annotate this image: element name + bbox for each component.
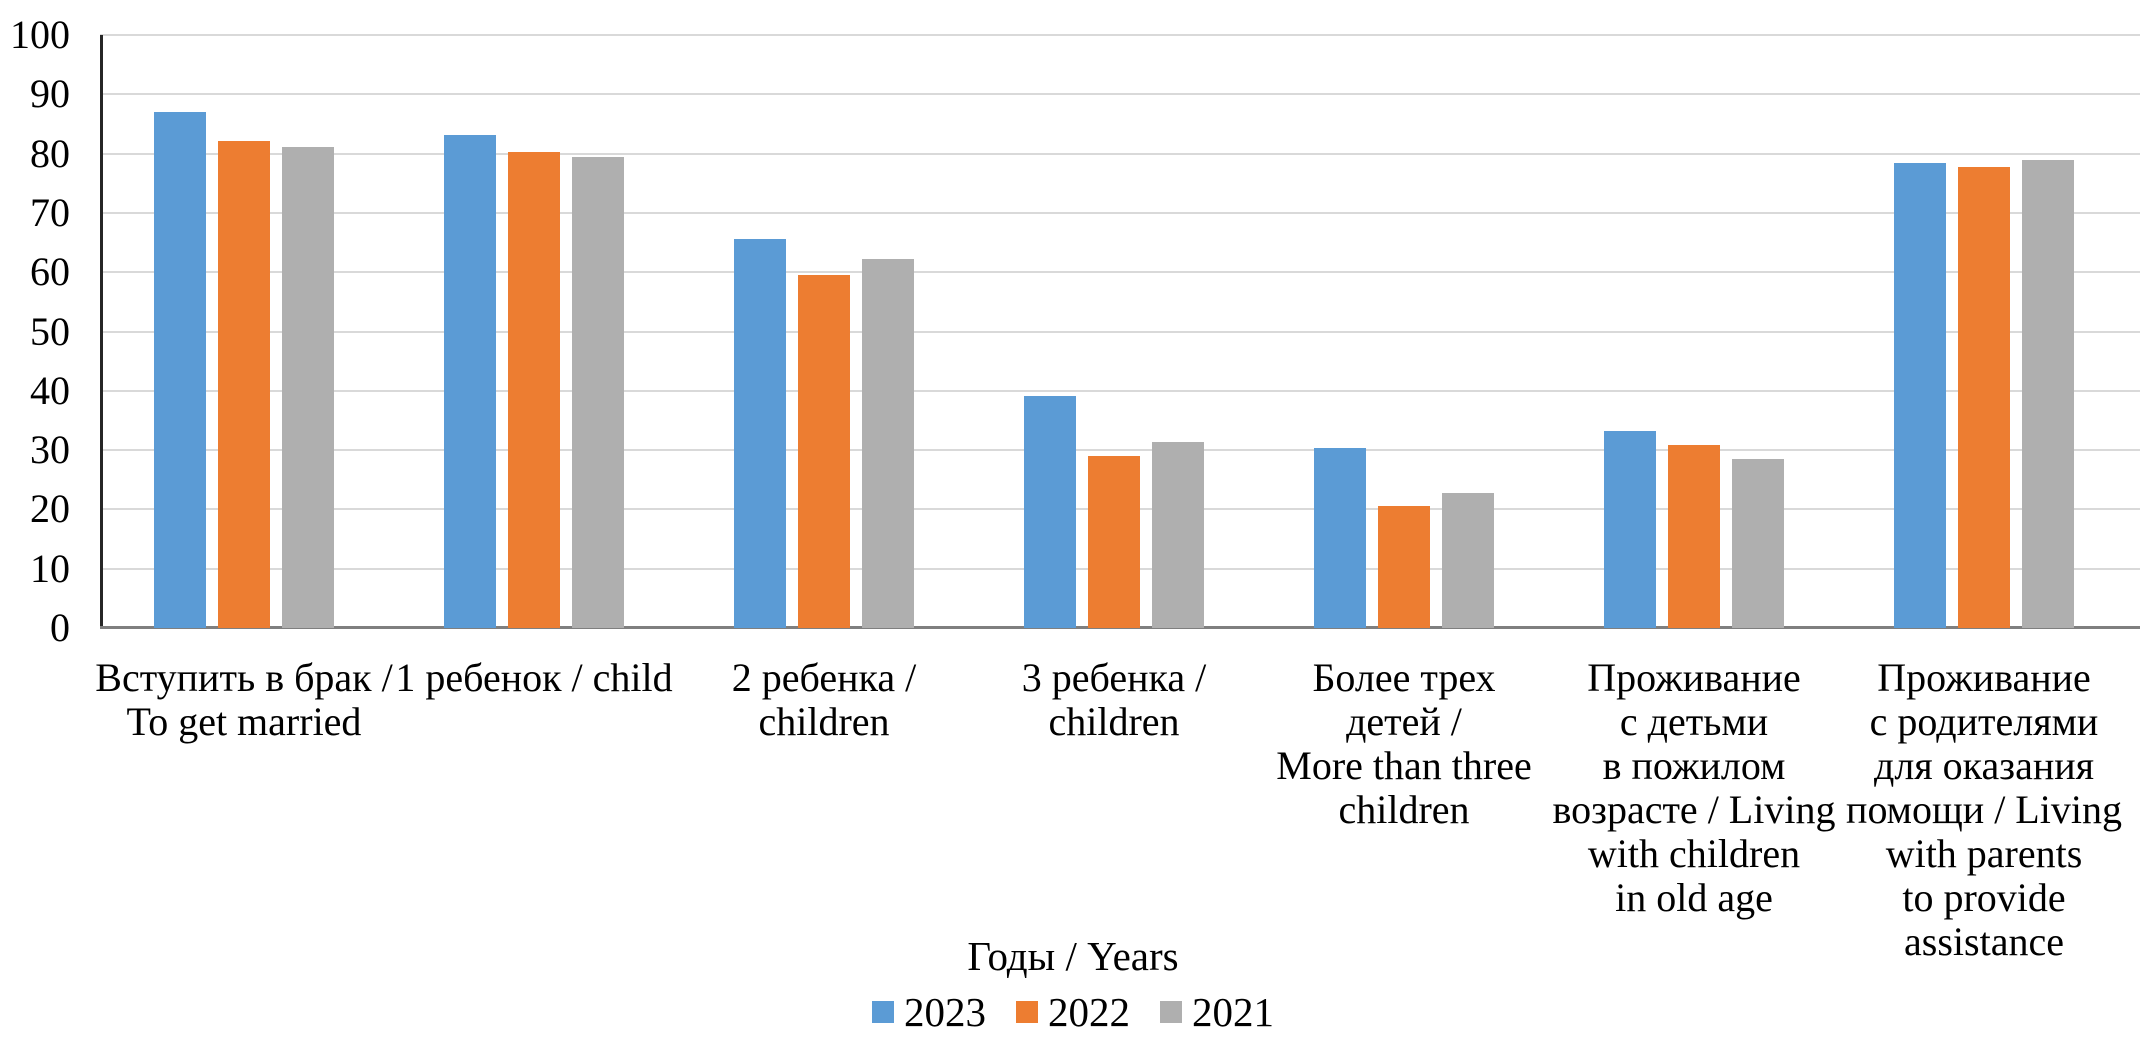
- y-tick-label: 20: [30, 486, 70, 532]
- legend-swatch-2021: [1160, 1001, 1182, 1023]
- bar-2021-group5: [1442, 493, 1494, 628]
- bar-2022-group3: [798, 274, 850, 628]
- bar-2021-group7: [2022, 159, 2074, 628]
- bar-2021-group6: [1732, 459, 1784, 628]
- gridline-70: [100, 211, 2140, 214]
- y-tick-label: 60: [30, 249, 70, 295]
- category-label: Проживание с родителями для оказания пом…: [1846, 655, 2122, 964]
- gridline-90: [100, 93, 2140, 96]
- y-tick-label: 70: [30, 189, 70, 235]
- bar-2021-group3: [862, 259, 914, 628]
- y-axis-line: [100, 35, 103, 628]
- bar-2021-group1: [282, 147, 334, 628]
- gridline-100: [100, 34, 2140, 36]
- bar-2022-group6: [1668, 445, 1720, 628]
- legend-swatch-2022: [1016, 1001, 1038, 1023]
- bar-2023-group4: [1024, 395, 1076, 628]
- legend-swatch-2023: [872, 1001, 894, 1023]
- legend-item-2022: 2022: [1016, 988, 1130, 1036]
- category-label: 2 ребенка / children: [731, 655, 917, 744]
- category-label: Вступить в брак / To get married: [95, 655, 393, 744]
- bar-2022-group4: [1088, 456, 1140, 628]
- legend-title: Годы / Years: [967, 933, 1179, 979]
- bar-2023-group1: [154, 112, 206, 628]
- gridline-60: [100, 271, 2140, 274]
- legend: 2023 2022 2021: [0, 988, 2146, 1036]
- bar-2023-group5: [1314, 447, 1366, 628]
- gridline-80: [100, 152, 2140, 155]
- plot-area: [100, 34, 2140, 629]
- bar-2021-group2: [572, 156, 624, 628]
- legend-item-2021: 2021: [1160, 988, 1274, 1036]
- y-tick-label: 30: [30, 427, 70, 473]
- bar-2023-group6: [1604, 430, 1656, 628]
- y-tick-label: 0: [50, 605, 70, 650]
- legend-item-2023: 2023: [872, 988, 986, 1036]
- gridline-50: [100, 330, 2140, 333]
- bar-2022-group5: [1378, 505, 1430, 628]
- y-tick-label: 50: [30, 308, 70, 354]
- legend-label: 2021: [1192, 989, 1274, 1035]
- category-label: 3 ребенка / children: [1021, 655, 1207, 744]
- y-tick-label: 100: [10, 12, 70, 57]
- bar-2023-group3: [734, 239, 786, 628]
- bar-2022-group1: [218, 141, 270, 628]
- y-tick-label: 80: [30, 130, 70, 176]
- category-label: Проживание с детьми в пожилом возрасте /…: [1552, 655, 1836, 920]
- y-tick-label: 90: [30, 71, 70, 117]
- legend-label: 2023: [904, 989, 986, 1035]
- category-label: Более трех детей / More than three child…: [1276, 655, 1532, 832]
- bar-2022-group2: [508, 151, 560, 628]
- bar-2023-group7: [1894, 163, 1946, 628]
- y-tick-label: 10: [30, 545, 70, 591]
- category-label: 1 ребенок / child: [395, 655, 673, 700]
- gridline-40: [100, 389, 2140, 392]
- bar-2021-group4: [1152, 441, 1204, 628]
- gridline-30: [100, 449, 2140, 452]
- bar-2023-group2: [444, 134, 496, 628]
- legend-label: 2022: [1048, 989, 1130, 1035]
- y-tick-label: 40: [30, 367, 70, 413]
- bar-2022-group7: [1958, 166, 2010, 628]
